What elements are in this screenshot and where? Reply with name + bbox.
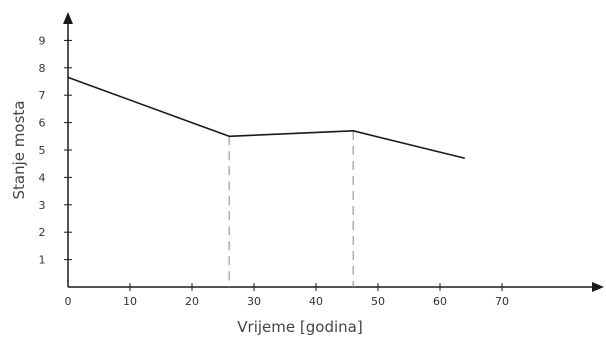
x-tick-label: 70 [495,295,509,308]
y-tick-label: 5 [39,144,46,157]
x-tick-label: 50 [371,295,385,308]
x-tick-label: 40 [309,295,323,308]
y-axis-title: Stanje mosta [10,101,28,200]
x-tick-label: 60 [433,295,447,308]
axes [63,12,604,292]
series [67,76,465,159]
series-line [67,76,465,159]
x-axis-title: Vrijeme [godina] [237,318,362,336]
y-tick-label: 2 [39,226,46,239]
y-tick-label: 4 [39,171,46,184]
x-ticks: 0 10 20 30 40 50 60 70 [65,283,509,308]
x-tick-label: 20 [185,295,199,308]
y-tick-label: 1 [39,254,46,267]
x-tick-label: 0 [65,295,72,308]
y-tick-label: 8 [39,62,46,75]
x-axis-arrow-icon [592,282,604,292]
x-tick-label: 10 [123,295,137,308]
y-axis-arrow-icon [63,12,73,24]
y-ticks: 1 2 3 4 5 6 7 8 9 [39,34,72,267]
guides [228,130,354,287]
x-tick-label: 30 [247,295,261,308]
y-tick-label: 7 [39,89,46,102]
y-tick-label: 3 [39,199,46,212]
y-tick-label: 9 [39,34,46,47]
y-tick-label: 6 [39,117,46,130]
